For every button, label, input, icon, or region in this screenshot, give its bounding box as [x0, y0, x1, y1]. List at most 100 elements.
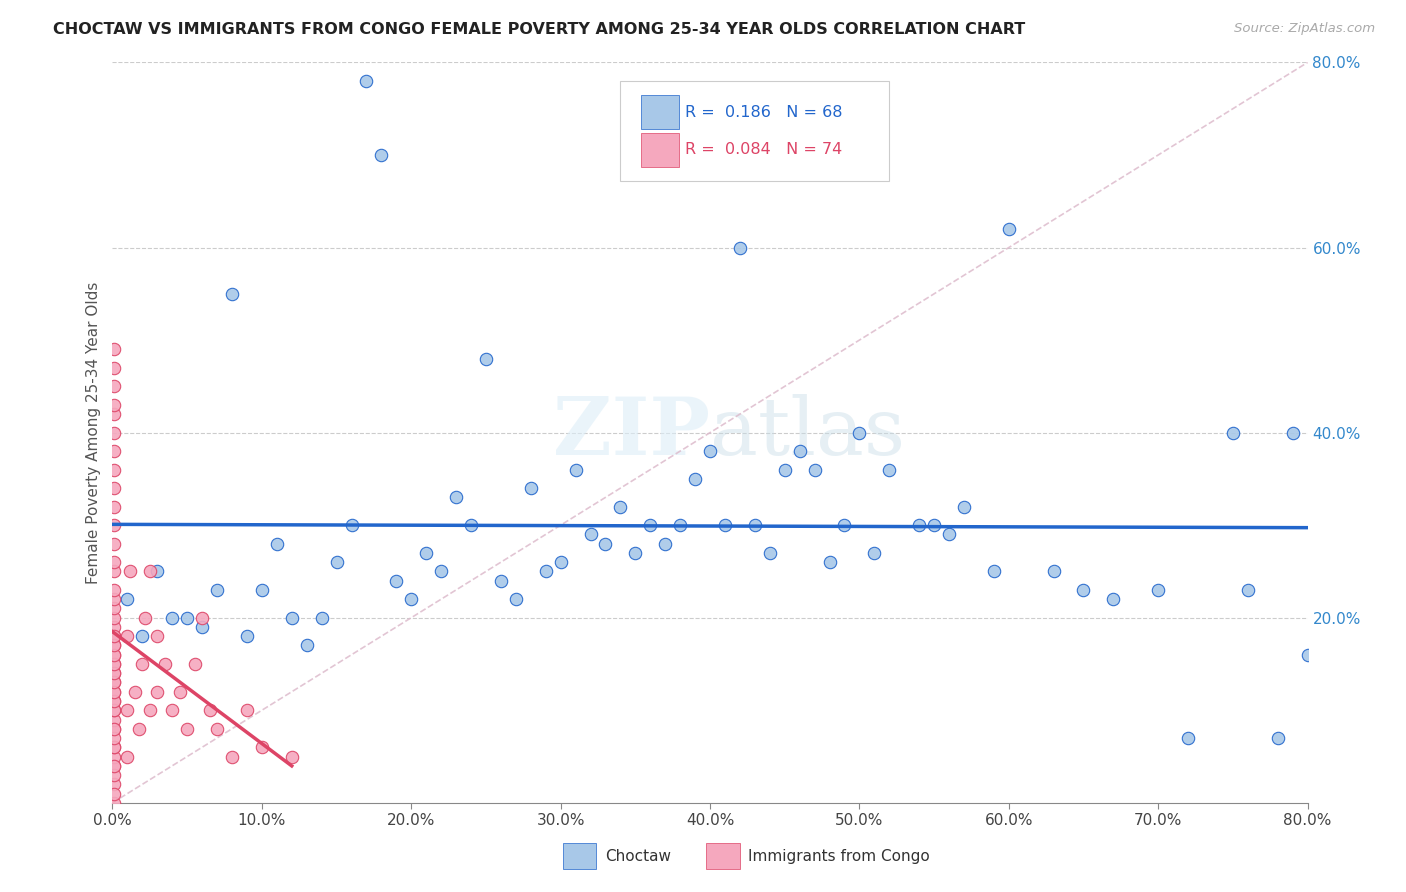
Point [250, 740, 273, 755]
Point [162, 703, 183, 717]
Point [146, 565, 169, 579]
Point [922, 518, 945, 533]
Point [103, 777, 125, 791]
Point [879, 462, 901, 476]
Point [176, 610, 198, 624]
Point [103, 703, 125, 717]
Point [191, 620, 214, 634]
Point [1177, 731, 1199, 745]
Point [609, 500, 631, 514]
Point [564, 462, 586, 476]
Point [169, 685, 191, 699]
Point [103, 657, 125, 671]
Point [938, 527, 960, 541]
Point [103, 758, 125, 772]
Point [162, 610, 183, 624]
Point [103, 407, 125, 421]
Point [1267, 731, 1289, 745]
Point [117, 629, 139, 643]
Text: CHOCTAW VS IMMIGRANTS FROM CONGO FEMALE POVERTY AMONG 25-34 YEAR OLDS CORRELATIO: CHOCTAW VS IMMIGRANTS FROM CONGO FEMALE … [53, 22, 1026, 37]
Point [505, 592, 527, 607]
Point [103, 731, 125, 745]
Point [1281, 425, 1303, 440]
Point [1102, 592, 1125, 607]
Point [103, 666, 125, 681]
Point [103, 657, 125, 671]
Point [595, 536, 617, 550]
Point [139, 565, 162, 579]
Point [103, 360, 125, 375]
Point [205, 722, 228, 736]
Point [401, 592, 423, 607]
Point [356, 74, 378, 88]
Point [714, 518, 737, 533]
Point [640, 518, 662, 533]
Point [103, 796, 125, 810]
Text: ZIP: ZIP [553, 393, 710, 472]
Point [103, 722, 125, 736]
Point [370, 148, 392, 162]
Point [579, 527, 602, 541]
Point [103, 787, 125, 801]
Point [773, 462, 796, 476]
Point [103, 639, 125, 653]
Point [236, 703, 259, 717]
FancyBboxPatch shape [620, 81, 889, 181]
Point [124, 685, 146, 699]
Point [134, 610, 156, 624]
Point [475, 351, 498, 366]
Point [103, 758, 125, 772]
Point [103, 379, 125, 393]
Point [550, 555, 572, 569]
Point [654, 536, 676, 550]
Point [103, 601, 125, 615]
Point [1222, 425, 1244, 440]
Point [1042, 565, 1064, 579]
Point [103, 536, 125, 550]
Point [803, 462, 825, 476]
Point [103, 675, 125, 690]
Point [103, 666, 125, 681]
Point [128, 722, 150, 736]
Point [103, 685, 125, 699]
Point [624, 546, 647, 560]
Point [103, 565, 125, 579]
Text: Choctaw: Choctaw [605, 848, 671, 863]
Point [489, 574, 512, 588]
Point [103, 518, 125, 533]
Point [520, 481, 543, 495]
Point [325, 555, 347, 569]
Point [848, 425, 870, 440]
Point [103, 425, 125, 440]
Point [139, 703, 162, 717]
Point [1147, 582, 1170, 597]
Point [744, 518, 766, 533]
Point [266, 536, 288, 550]
Point [103, 500, 125, 514]
Point [221, 286, 243, 301]
Point [103, 713, 125, 727]
Point [669, 518, 692, 533]
Point [1237, 582, 1260, 597]
Point [103, 639, 125, 653]
Point [103, 629, 125, 643]
Point [103, 582, 125, 597]
Point [146, 629, 169, 643]
Point [117, 703, 139, 717]
Point [153, 657, 176, 671]
Point [131, 629, 153, 643]
Point [103, 444, 125, 458]
Point [983, 565, 1005, 579]
Point [103, 629, 125, 643]
Point [103, 648, 125, 662]
Point [103, 768, 125, 782]
Point [183, 657, 205, 671]
Point [103, 592, 125, 607]
Point [103, 462, 125, 476]
Point [385, 574, 408, 588]
Point [759, 546, 782, 560]
Point [103, 675, 125, 690]
Point [728, 240, 751, 255]
Point [103, 343, 125, 357]
Point [103, 555, 125, 569]
